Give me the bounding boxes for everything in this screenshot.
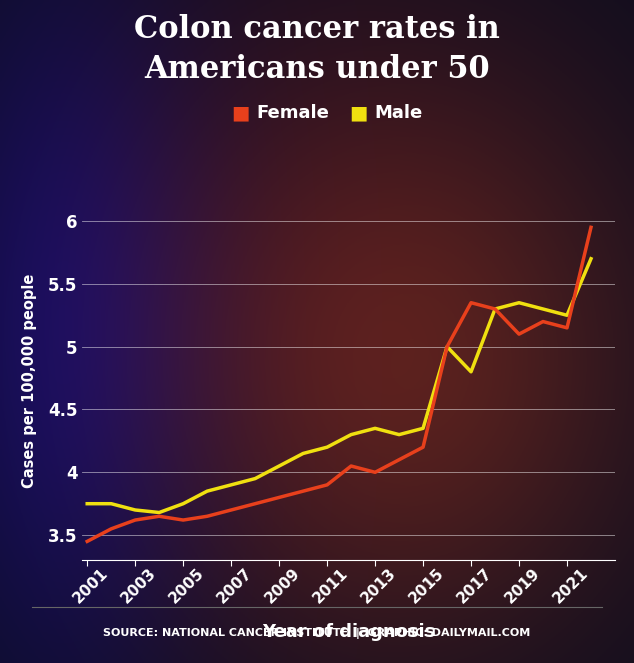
- Text: ■: ■: [232, 103, 250, 122]
- X-axis label: Year of diagnosis: Year of diagnosis: [262, 623, 436, 640]
- Text: Colon cancer rates in: Colon cancer rates in: [134, 15, 500, 45]
- Text: SOURCE: NATIONAL CANCER INSTITUTE  |  GRAPHIC: DAILYMAIL.COM: SOURCE: NATIONAL CANCER INSTITUTE | GRAP…: [103, 628, 531, 638]
- Text: ■: ■: [349, 103, 367, 122]
- Y-axis label: Cases per 100,000 people: Cases per 100,000 people: [22, 274, 37, 489]
- Text: Female: Female: [257, 103, 330, 122]
- Text: Americans under 50: Americans under 50: [144, 54, 490, 85]
- Text: Male: Male: [374, 103, 422, 122]
